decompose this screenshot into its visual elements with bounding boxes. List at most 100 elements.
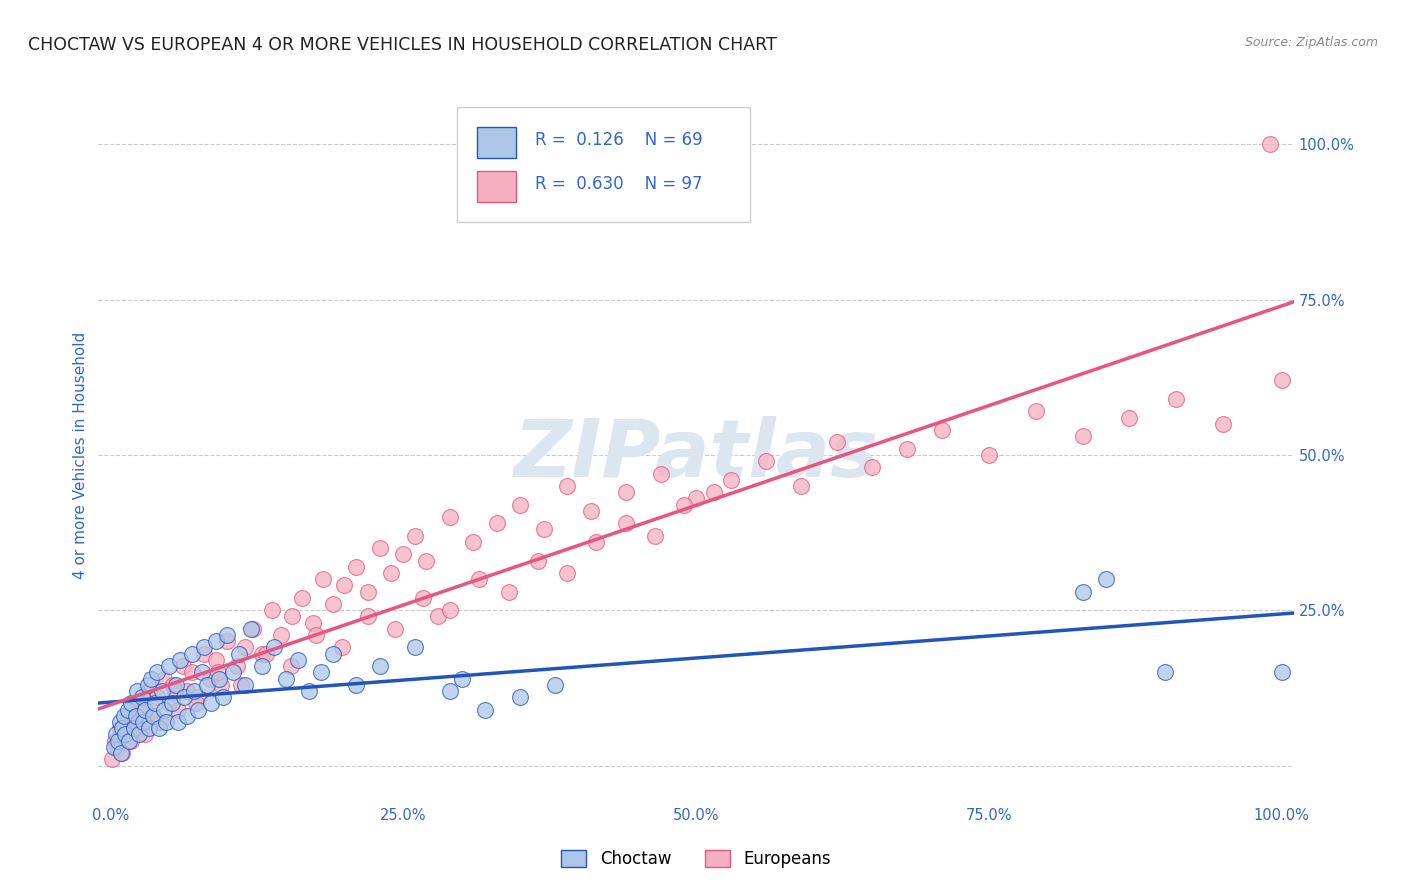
Point: [357, 584, 380, 599]
Point: [614, 516, 637, 531]
Point: [1258, 137, 1281, 152]
Point: [108, 721, 131, 735]
Point: [703, 485, 725, 500]
Point: [463, 534, 485, 549]
Point: [439, 603, 461, 617]
Point: [208, 672, 231, 686]
Point: [207, 665, 229, 680]
Point: [931, 423, 953, 437]
Point: [157, 659, 180, 673]
Point: [309, 665, 332, 680]
Point: [120, 697, 142, 711]
Point: [118, 733, 141, 747]
Point: [131, 690, 153, 705]
Point: [439, 684, 461, 698]
Point: [105, 739, 128, 754]
Point: [198, 672, 221, 686]
Point: [579, 504, 602, 518]
Point: [825, 435, 848, 450]
Point: [120, 733, 142, 747]
Text: R =  0.126    N = 69: R = 0.126 N = 69: [534, 131, 702, 149]
Point: [322, 597, 344, 611]
Point: [231, 678, 253, 692]
Point: [114, 727, 136, 741]
Point: [142, 708, 165, 723]
Point: [1025, 404, 1047, 418]
Point: [169, 653, 191, 667]
Point: [1271, 373, 1294, 387]
Point: [150, 684, 173, 698]
Point: [485, 516, 508, 531]
Point: [555, 566, 578, 580]
Point: [312, 572, 335, 586]
Point: [544, 678, 567, 692]
Point: [110, 746, 132, 760]
Point: [217, 628, 239, 642]
Point: [790, 479, 813, 493]
Point: [233, 640, 256, 655]
Point: [112, 708, 135, 723]
Point: [274, 672, 297, 686]
Point: [977, 448, 1000, 462]
Point: [527, 553, 550, 567]
Point: [291, 591, 314, 605]
Point: [132, 703, 155, 717]
Point: [127, 684, 149, 698]
Point: [105, 727, 128, 741]
Point: [1166, 392, 1188, 406]
Legend: Choctaw, Europeans: Choctaw, Europeans: [555, 843, 837, 874]
Point: [384, 622, 406, 636]
Point: [468, 572, 491, 586]
Point: [720, 473, 742, 487]
Point: [1212, 417, 1234, 431]
Point: [127, 697, 149, 711]
Point: [162, 678, 184, 692]
Point: [368, 541, 391, 555]
Point: [392, 547, 415, 561]
Point: [134, 703, 156, 717]
Point: [280, 659, 302, 673]
Point: [157, 697, 180, 711]
Point: [107, 733, 129, 747]
Point: [149, 714, 172, 729]
Point: [143, 697, 166, 711]
Point: [555, 479, 578, 493]
Point: [302, 615, 325, 630]
Bar: [477, 128, 516, 158]
Point: [404, 529, 426, 543]
Text: ZIPatlas: ZIPatlas: [513, 416, 879, 494]
Point: [183, 684, 205, 698]
Point: [163, 684, 186, 698]
Point: [509, 498, 531, 512]
Point: [1271, 665, 1294, 680]
Point: [344, 678, 367, 692]
Point: [896, 442, 918, 456]
Point: [242, 622, 264, 636]
Point: [142, 708, 165, 723]
Point: [108, 714, 131, 729]
Point: [415, 553, 437, 567]
Point: [193, 640, 215, 655]
Point: [117, 703, 139, 717]
Point: [474, 703, 496, 717]
Point: [263, 640, 285, 655]
Point: [117, 708, 139, 723]
Point: [111, 746, 134, 760]
Point: [122, 714, 145, 729]
Point: [225, 659, 247, 673]
Point: [228, 647, 250, 661]
Point: [176, 684, 198, 698]
Point: [211, 678, 233, 692]
Point: [1118, 410, 1140, 425]
Point: [111, 721, 134, 735]
Point: [287, 653, 309, 667]
Point: [1071, 584, 1094, 599]
Point: [509, 690, 531, 705]
Point: [357, 609, 380, 624]
Point: [333, 578, 356, 592]
Point: [685, 491, 707, 506]
Point: [239, 622, 262, 636]
Point: [427, 609, 450, 624]
Point: [132, 714, 155, 729]
Point: [172, 659, 194, 673]
